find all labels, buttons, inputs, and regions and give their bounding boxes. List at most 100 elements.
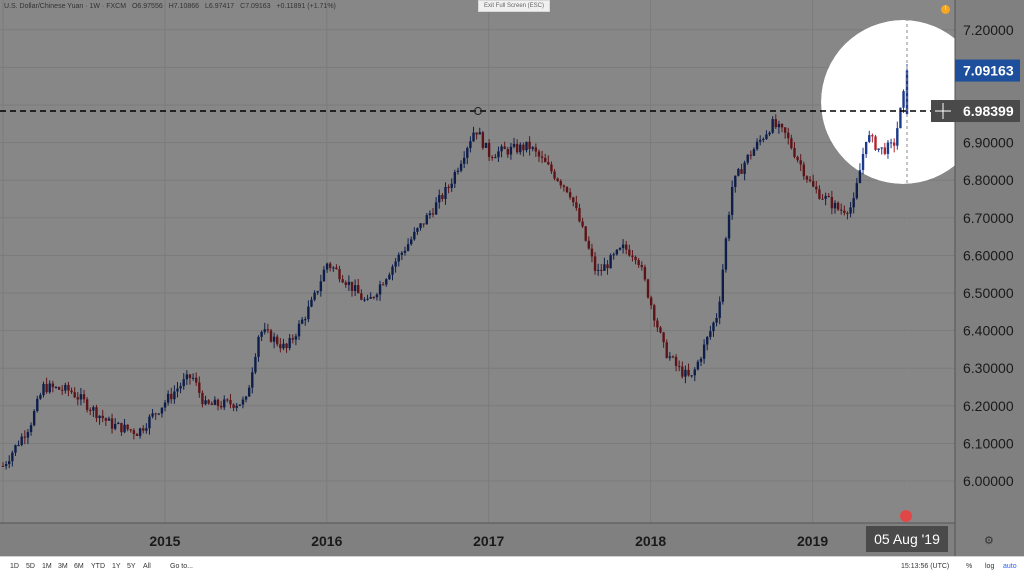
candle (715, 313, 718, 327)
candle (840, 203, 843, 215)
candle-body (313, 292, 316, 300)
candle (260, 330, 263, 342)
candle-body (759, 139, 762, 142)
event-marker-icon[interactable] (900, 510, 912, 522)
candle (14, 444, 17, 457)
candle-body (57, 387, 61, 390)
alert-icon[interactable]: ! (941, 5, 950, 14)
candle (17, 440, 20, 447)
candle (207, 399, 210, 405)
candle (229, 393, 232, 409)
log-toggle[interactable]: log (985, 563, 995, 570)
candle (388, 272, 391, 280)
candle-body (126, 424, 129, 430)
x-tick-label: 2019 (797, 533, 828, 549)
candle (132, 428, 136, 440)
candle-body (562, 185, 566, 187)
candle (45, 377, 48, 394)
candle (135, 432, 139, 436)
candle (765, 130, 768, 140)
candle (852, 192, 855, 214)
candle-body (796, 156, 799, 161)
candle (640, 261, 643, 271)
candle (684, 365, 687, 384)
candle (210, 401, 213, 406)
range-1m-button[interactable]: 1M (42, 563, 52, 570)
candle-body (369, 297, 372, 299)
range-5y-button[interactable]: 5Y (127, 563, 136, 570)
range-ytd-button[interactable]: YTD (91, 563, 105, 570)
candle (777, 120, 781, 134)
candle-body (332, 267, 335, 269)
candle-body (824, 195, 827, 199)
candle-body (522, 144, 525, 151)
candle-body (556, 178, 559, 181)
gear-icon[interactable]: ⚙ (984, 535, 994, 547)
candle (244, 395, 248, 403)
candle (525, 141, 528, 153)
candle-body (864, 141, 868, 155)
candle (721, 264, 725, 305)
candle (484, 142, 488, 149)
symbol-label[interactable]: U.S. Dollar/Chinese Yuan · 1W · FXCM (4, 3, 127, 10)
auto-toggle[interactable]: auto (1003, 563, 1017, 570)
candle-body (310, 299, 313, 307)
change-value: +0.11891 (+1.71%) (276, 3, 336, 10)
percent-toggle[interactable]: % (966, 563, 973, 570)
range-1y-button[interactable]: 1Y (112, 563, 121, 570)
goto-button[interactable]: Go to... (170, 563, 193, 570)
candle-body (677, 365, 681, 367)
candle (82, 389, 86, 404)
candle (57, 386, 61, 391)
candle (251, 367, 254, 394)
candle-body (51, 383, 55, 388)
range-6m-button[interactable]: 6M (74, 563, 84, 570)
candle-body (684, 369, 687, 377)
candle (447, 184, 450, 194)
candle-body (107, 418, 111, 421)
candle-body (266, 329, 270, 331)
range-3m-button[interactable]: 3M (58, 563, 68, 570)
candle (625, 240, 628, 255)
price-axis[interactable] (955, 0, 1024, 556)
candle (456, 167, 460, 175)
candle (696, 359, 700, 371)
candle (145, 423, 148, 434)
candle-body (868, 135, 871, 142)
last-price-label: 7.09163 (963, 63, 1014, 79)
candle (328, 261, 332, 272)
candle-body (559, 180, 562, 186)
exit-fullscreen-button[interactable]: Exit Full Screen (ESC) (478, 0, 550, 12)
candle-body (194, 377, 198, 383)
candle-body (509, 146, 513, 155)
candle-body (291, 338, 294, 340)
candle-body (793, 148, 796, 157)
candle-body (553, 171, 556, 179)
candle (631, 250, 634, 262)
y-tick-label: 6.70000 (963, 210, 1014, 226)
candle (307, 300, 310, 323)
candle-body (631, 255, 634, 257)
candle (749, 150, 753, 160)
candle (431, 208, 435, 218)
candle-body (170, 393, 173, 400)
candle-body (67, 384, 70, 391)
candle (313, 290, 316, 302)
candle-body (734, 175, 737, 187)
candle-body (671, 356, 675, 358)
candle-body (584, 226, 587, 241)
candle-body (201, 392, 204, 405)
time-axis[interactable] (0, 523, 955, 556)
candle (151, 409, 154, 419)
range-1d-button[interactable]: 1D (10, 563, 19, 570)
utc-time[interactable]: 15:13:56 (UTC) (901, 563, 950, 570)
candle-body (204, 400, 207, 405)
candle-body (45, 383, 48, 393)
candle-body (113, 423, 117, 429)
candle-body (344, 282, 347, 285)
candle (4, 461, 8, 470)
candle (369, 292, 372, 299)
range-5d-button[interactable]: 5D (26, 563, 35, 570)
range-all-button[interactable]: All (143, 563, 151, 570)
